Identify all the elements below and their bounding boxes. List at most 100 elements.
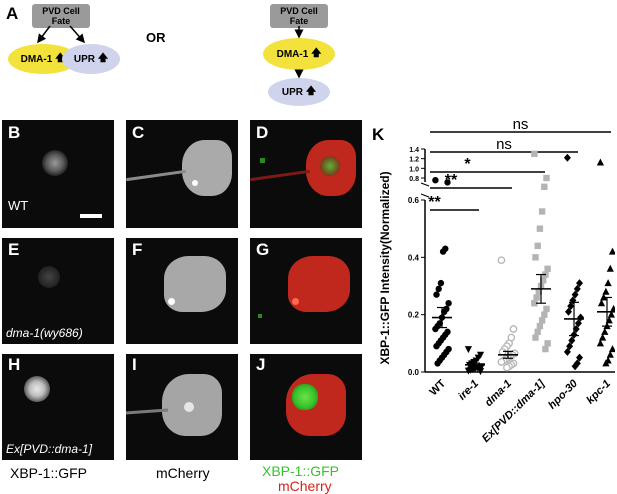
- data-point: [602, 359, 610, 367]
- micrograph-h: Ex[PVD::dma-1]: [2, 354, 114, 460]
- scatter-chart: XBP-1::GFP Intensity(Normalized) 0.0 0.2 0…: [378, 120, 615, 445]
- micrograph-g: [250, 238, 362, 344]
- cell-body: [182, 140, 232, 196]
- data-point: [534, 242, 541, 250]
- data-point: [432, 177, 439, 184]
- nucleus-signal: [42, 150, 68, 176]
- data-point: [532, 254, 539, 261]
- data-point: [536, 322, 544, 330]
- y-tick-label: 0.8: [409, 176, 419, 183]
- data-point: [563, 347, 571, 356]
- significance-label: *: [464, 156, 471, 173]
- data-point: [433, 291, 440, 298]
- pvd-cell-fate-label: PVD Cell Fate: [42, 6, 80, 26]
- row-label-ex: Ex[PVD::dma-1]: [6, 442, 93, 456]
- data-point: [541, 311, 548, 318]
- data-point: [497, 256, 506, 265]
- data-point: [441, 308, 448, 315]
- upr-label: UPR: [281, 86, 304, 98]
- data-point: [541, 183, 548, 190]
- x-category-label: ire-1: [456, 378, 481, 403]
- data-point: [432, 325, 439, 333]
- dma1-label: DMA-1: [276, 48, 309, 60]
- upr-ellipse-left: UPR 🡅: [62, 44, 120, 74]
- data-point: [608, 345, 615, 353]
- data-point: [602, 287, 610, 295]
- bright-spot: [292, 298, 299, 305]
- data-point: [531, 150, 538, 158]
- bright-spot: [168, 298, 175, 305]
- data-point: [567, 302, 575, 311]
- up-arrow-icon: 🡅: [97, 52, 109, 64]
- data-point: [538, 208, 546, 215]
- caption-merge-mcherry: mCherry: [278, 478, 332, 494]
- y-tick-label: 1.4: [409, 147, 419, 154]
- panel-label-g: G: [256, 240, 270, 259]
- data-point: [568, 336, 576, 345]
- neurite: [126, 169, 186, 182]
- bright-spot: [184, 402, 194, 412]
- data-point: [445, 300, 452, 307]
- data-point: [565, 307, 572, 316]
- micrograph-b: WT: [2, 120, 114, 228]
- data-point: [573, 359, 581, 368]
- y-tick-label: 0.4: [408, 253, 420, 262]
- panel-label-i: I: [132, 355, 137, 374]
- significance-label: ns: [513, 120, 529, 133]
- panel-label-j: J: [256, 355, 266, 374]
- y-tick-label: 0.0: [408, 368, 420, 377]
- row-label-wt: WT: [8, 198, 29, 213]
- micrograph-f: [126, 238, 238, 344]
- pvd-cell-fate-box-left: PVD Cell Fate: [32, 4, 90, 28]
- green-speck: [260, 158, 265, 163]
- significance-label: ns: [496, 136, 512, 153]
- data-point: [444, 179, 451, 186]
- caption-merge-gfp: XBP-1::GFP: [262, 463, 340, 479]
- panel-label-d: D: [256, 123, 269, 142]
- micrograph-j: [250, 354, 362, 460]
- y-tick-label: 0.6: [408, 196, 420, 205]
- panel-label-a: A: [6, 4, 19, 23]
- nucleus-green: [320, 156, 340, 176]
- data-point: [599, 333, 607, 341]
- up-arrow-icon: 🡅: [55, 52, 66, 64]
- x-category-label: WT: [428, 377, 449, 398]
- data-point: [573, 284, 581, 293]
- green-speck: [258, 314, 262, 318]
- data-point: [571, 362, 579, 371]
- data-point: [544, 340, 551, 347]
- micrograph-e: dma-1(wy686): [2, 238, 114, 344]
- data-point: [433, 343, 440, 350]
- panel-label-k: K: [372, 125, 385, 144]
- up-arrow-icon: 🡅: [311, 47, 322, 59]
- data-point: [535, 288, 542, 295]
- upr-ellipse-right: UPR 🡅: [268, 78, 330, 106]
- data-point: [532, 334, 539, 341]
- up-arrow-icon: 🡅: [305, 85, 317, 97]
- data-point: [543, 305, 550, 313]
- data-point: [604, 279, 612, 287]
- nucleus-signal: [24, 376, 50, 402]
- data-point: [606, 350, 614, 358]
- data-point: [610, 304, 615, 312]
- axis-break-mark: [420, 193, 430, 198]
- scale-bar: [80, 214, 102, 218]
- data-point: [576, 279, 583, 288]
- data-point: [464, 346, 472, 354]
- bright-spot: [192, 180, 198, 186]
- data-point: [571, 290, 579, 299]
- significance-label: **: [428, 194, 441, 211]
- arrow-to-dma1: [37, 25, 51, 44]
- data-point: [563, 153, 571, 162]
- micrograph-c: [126, 120, 238, 228]
- x-category-label: hpo-30: [546, 377, 581, 412]
- data-point: [601, 327, 609, 335]
- data-point: [597, 299, 606, 307]
- nucleus-green: [292, 384, 318, 410]
- data-point: [544, 265, 551, 272]
- micrograph-i: [126, 354, 238, 460]
- x-category-label: kpc-1: [584, 378, 613, 407]
- row-label-dma1: dma-1(wy686): [6, 326, 83, 340]
- data-point: [534, 328, 541, 336]
- x-category-label: dma-1: [483, 378, 514, 409]
